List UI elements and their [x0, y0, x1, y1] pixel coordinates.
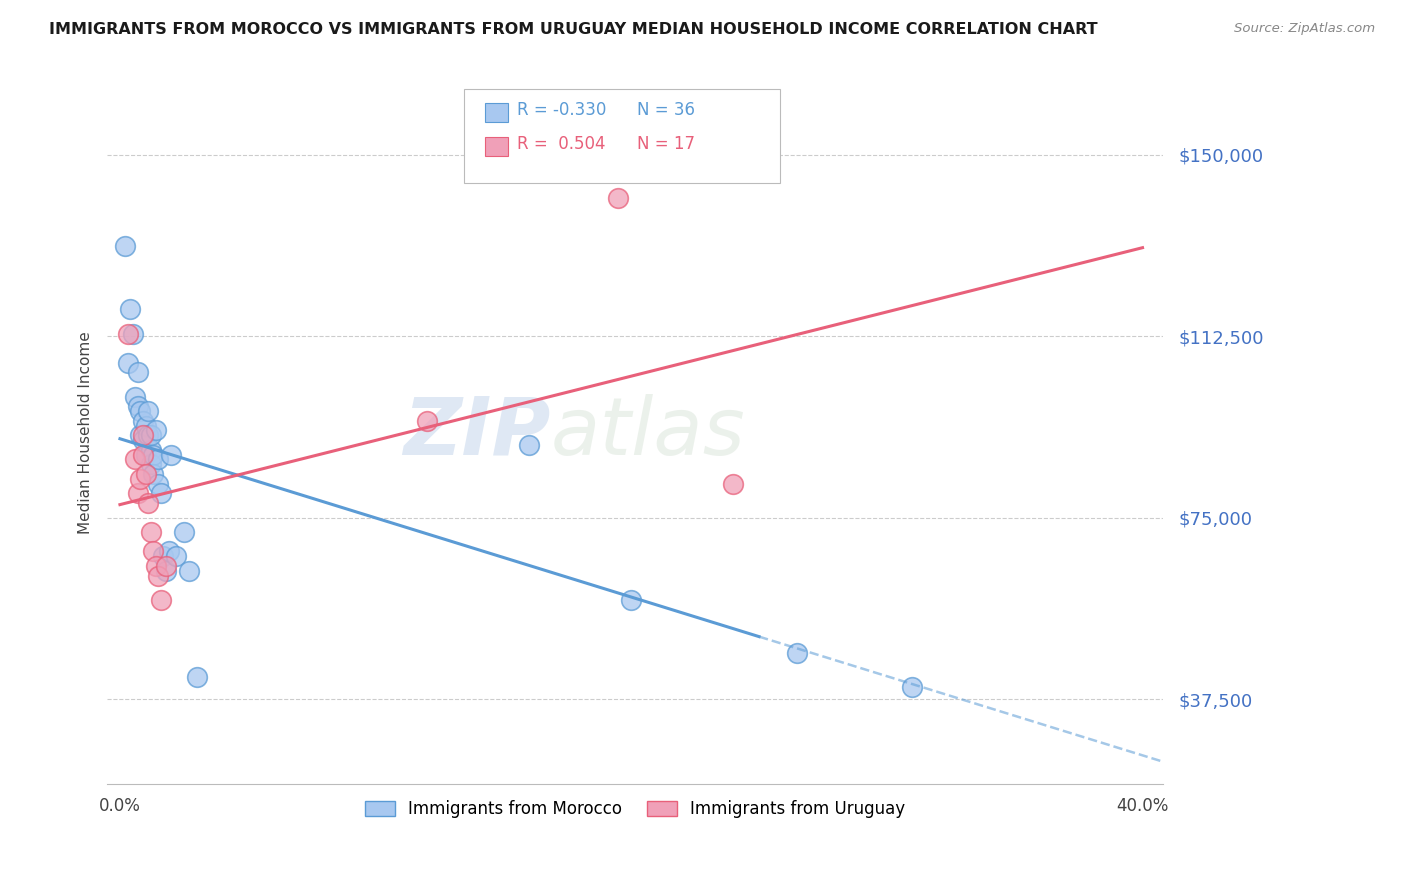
Point — [142, 448, 165, 462]
Point — [136, 428, 159, 442]
Point — [145, 424, 167, 438]
Point — [620, 592, 643, 607]
Point — [148, 452, 170, 467]
Point — [149, 486, 172, 500]
Point — [155, 558, 177, 573]
Point — [127, 486, 149, 500]
Point — [139, 457, 162, 471]
Point — [132, 414, 155, 428]
Text: IMMIGRANTS FROM MOROCCO VS IMMIGRANTS FROM URUGUAY MEDIAN HOUSEHOLD INCOME CORRE: IMMIGRANTS FROM MOROCCO VS IMMIGRANTS FR… — [49, 22, 1098, 37]
Point — [124, 452, 146, 467]
Y-axis label: Median Household Income: Median Household Income — [79, 332, 93, 534]
Point — [139, 428, 162, 442]
Point — [129, 404, 152, 418]
Text: Source: ZipAtlas.com: Source: ZipAtlas.com — [1234, 22, 1375, 36]
Point — [173, 524, 195, 539]
Point — [129, 472, 152, 486]
Point — [415, 414, 437, 428]
Point — [129, 428, 152, 442]
Point — [117, 356, 139, 370]
Point — [136, 404, 159, 418]
Point — [139, 442, 162, 457]
Point — [114, 239, 136, 253]
Text: ZIP: ZIP — [404, 393, 551, 472]
Point — [124, 390, 146, 404]
Point — [152, 549, 174, 564]
Point — [134, 467, 156, 481]
Point — [121, 326, 143, 341]
Point — [607, 191, 630, 205]
Point — [165, 549, 187, 564]
Text: N = 17: N = 17 — [637, 135, 695, 153]
Legend: Immigrants from Morocco, Immigrants from Uruguay: Immigrants from Morocco, Immigrants from… — [359, 793, 912, 824]
Point — [120, 302, 142, 317]
Point — [148, 476, 170, 491]
Point — [132, 433, 155, 447]
Point — [139, 524, 162, 539]
Point — [155, 564, 177, 578]
Point — [127, 365, 149, 379]
Point — [132, 448, 155, 462]
Point — [517, 438, 540, 452]
Point — [142, 467, 165, 481]
Point — [160, 448, 183, 462]
Point — [177, 564, 200, 578]
Text: R = -0.330: R = -0.330 — [517, 101, 607, 119]
Point — [723, 476, 745, 491]
Text: atlas: atlas — [551, 393, 745, 472]
Point — [786, 646, 808, 660]
Point — [148, 568, 170, 582]
Point — [149, 592, 172, 607]
Point — [117, 326, 139, 341]
Point — [142, 544, 165, 558]
Point — [186, 670, 208, 684]
Point — [901, 680, 924, 694]
Point — [157, 544, 180, 558]
Point — [132, 428, 155, 442]
Point — [134, 418, 156, 433]
Point — [145, 558, 167, 573]
Point — [134, 448, 156, 462]
Point — [127, 399, 149, 413]
Point — [136, 496, 159, 510]
Text: R =  0.504: R = 0.504 — [517, 135, 606, 153]
Text: N = 36: N = 36 — [637, 101, 695, 119]
